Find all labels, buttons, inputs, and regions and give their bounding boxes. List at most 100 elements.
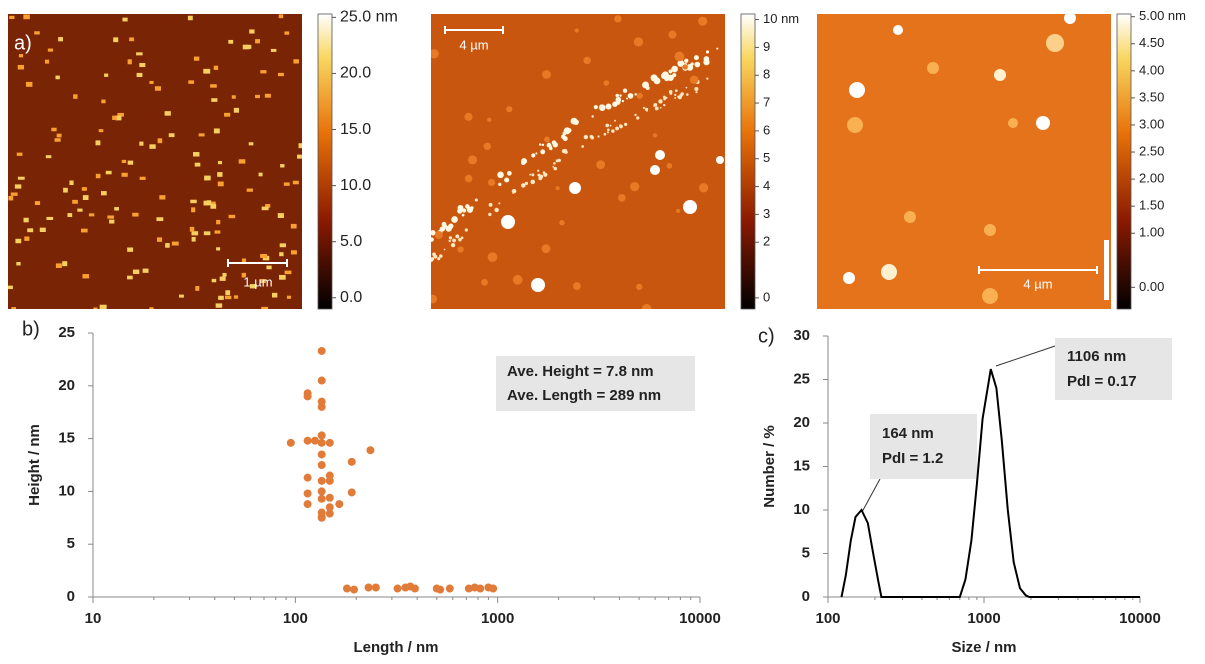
leader-line <box>995 344 1059 367</box>
particle <box>618 194 626 202</box>
particle <box>655 150 665 160</box>
colorbar-tick-label: 5.0 <box>340 233 362 250</box>
point <box>464 584 473 593</box>
particle <box>464 112 473 121</box>
particle <box>674 97 677 99</box>
particle <box>107 215 115 219</box>
particle <box>695 91 698 94</box>
particle <box>609 124 612 127</box>
y-tick-label: 25 <box>58 324 75 341</box>
y-tick-label: 0 <box>802 588 810 605</box>
particle <box>512 274 523 285</box>
colorbar-tick-label: 3 <box>763 206 770 221</box>
particle <box>1046 34 1064 52</box>
particle <box>279 252 284 257</box>
y-tick-label: 30 <box>793 327 810 344</box>
particle <box>246 188 253 192</box>
particle <box>278 14 284 19</box>
particle <box>686 93 689 96</box>
particle <box>8 285 13 290</box>
particle <box>104 73 109 77</box>
particle <box>607 128 610 132</box>
colorbar-tick-label: 5 <box>763 150 770 165</box>
particle <box>540 149 546 155</box>
particle <box>461 213 465 217</box>
particle <box>217 181 224 187</box>
particle <box>461 208 467 213</box>
particle <box>429 262 431 264</box>
panel-label: b) <box>22 318 40 340</box>
particle <box>538 176 543 181</box>
particle <box>55 75 60 80</box>
particle <box>297 154 302 159</box>
particle <box>555 159 559 163</box>
particle <box>705 50 710 54</box>
colorbar-tick-label: 0.0 <box>340 289 362 306</box>
point <box>310 436 319 445</box>
point <box>410 584 419 593</box>
particle <box>27 228 34 233</box>
y-tick-label: 20 <box>793 414 810 431</box>
particle <box>622 88 628 93</box>
particle <box>121 172 128 177</box>
particle <box>277 213 284 219</box>
particle <box>603 80 610 86</box>
x-tick-label: 10000 <box>1119 610 1161 627</box>
particle <box>673 65 676 69</box>
particle <box>593 105 598 110</box>
particle <box>193 152 200 157</box>
particle <box>45 155 52 159</box>
particle <box>431 257 434 262</box>
colorbar-tick-label: 25.0 nm <box>340 9 398 26</box>
particle <box>521 158 528 165</box>
particle <box>98 129 104 133</box>
particle <box>127 275 133 280</box>
particle <box>114 207 119 211</box>
particle <box>214 230 221 234</box>
colorbar-tick-label: 9 <box>763 39 770 54</box>
particle <box>465 204 470 209</box>
particle <box>231 95 236 99</box>
y-tick-label: 15 <box>793 457 810 474</box>
particle <box>228 214 236 219</box>
particle <box>249 29 255 34</box>
particle <box>213 65 219 70</box>
particle <box>629 94 633 99</box>
particle <box>261 206 269 211</box>
particle <box>224 112 231 117</box>
particle <box>54 138 61 142</box>
point <box>350 585 359 594</box>
scale-bar-label: 1 µm <box>243 274 272 289</box>
particle <box>464 228 468 232</box>
particle <box>432 252 436 257</box>
point <box>325 503 334 512</box>
particle <box>259 279 266 284</box>
leader-line <box>861 478 881 513</box>
colorbar-tick-label: 2.50 <box>1139 143 1164 158</box>
particle <box>847 117 863 133</box>
particle <box>81 187 87 191</box>
colorbar <box>1116 13 1132 310</box>
particle <box>23 14 30 20</box>
particle <box>603 132 607 136</box>
particle <box>529 173 532 176</box>
particle <box>630 181 640 192</box>
particle <box>559 219 565 226</box>
point <box>371 583 380 592</box>
particle <box>537 169 540 172</box>
particle <box>159 195 166 200</box>
afm-features <box>8 14 302 309</box>
particle <box>650 74 658 82</box>
particle <box>658 99 663 104</box>
scale-bar-label: 4 µm <box>459 37 488 52</box>
colorbar-tick-label: 10 nm <box>763 11 799 26</box>
particle <box>69 180 74 186</box>
particle <box>293 59 299 64</box>
particle <box>530 179 535 185</box>
point <box>317 476 326 485</box>
particle <box>633 37 644 47</box>
particle <box>218 295 224 300</box>
point <box>317 402 326 411</box>
particle <box>189 226 195 232</box>
particle <box>676 208 681 213</box>
